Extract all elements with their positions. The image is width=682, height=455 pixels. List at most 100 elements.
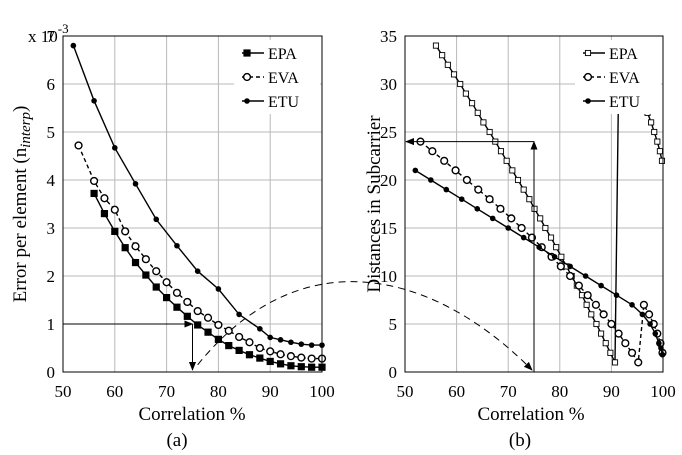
data-point-epa xyxy=(558,253,565,260)
data-point-etu xyxy=(257,326,263,332)
data-point-etu xyxy=(613,292,620,299)
data-point-eva xyxy=(224,326,233,335)
data-point-eva xyxy=(297,353,306,362)
data-point-etu xyxy=(236,311,242,318)
data-point-epa xyxy=(486,128,493,136)
data-point-etu xyxy=(443,186,450,193)
data-point-epa xyxy=(520,186,527,193)
data-point-etu xyxy=(629,302,635,308)
x-tick-label: 100 xyxy=(309,382,335,401)
data-point-epa xyxy=(245,351,254,359)
data-point-etu xyxy=(505,225,512,231)
chart-panel-b: 50 60 70 80 90 100 0 5 10 15 20 25 30 35 Distances in… xyxy=(364,27,676,451)
data-point-eva xyxy=(583,291,592,300)
data-point-etu xyxy=(598,282,604,289)
data-point-eva xyxy=(255,343,264,353)
data-point-epa xyxy=(163,294,171,302)
data-point-etu xyxy=(112,145,118,151)
y-tick-label: 10 xyxy=(380,267,397,286)
data-point-epa xyxy=(509,167,516,174)
data-point-eva xyxy=(496,204,505,213)
data-point-eva xyxy=(286,352,296,361)
legend-marker-etu xyxy=(244,98,250,104)
legend-a: EPA EVA ETU xyxy=(234,40,320,114)
data-point-eva xyxy=(162,278,171,287)
x-tick-label: 90 xyxy=(262,382,279,401)
x-tick-label: 60 xyxy=(448,382,465,401)
data-point-epa xyxy=(266,357,274,366)
tick-labels-a: 50 60 70 80 90 100 0 1 2 3 4 5 6 7 xyxy=(47,27,335,401)
legend-marker-epa xyxy=(243,49,251,57)
x-axis-label-b: Correlation % xyxy=(477,404,584,425)
data-point-eva xyxy=(193,306,202,316)
chart-panel-a: 50 60 70 80 90 100 0 1 2 3 4 5 6 7 x 10-3 Error per e… xyxy=(10,21,335,451)
data-point-eva xyxy=(556,262,565,271)
data-point-etu xyxy=(308,342,315,348)
y-axis-label-close: ) xyxy=(10,106,31,112)
data-point-eva xyxy=(245,338,254,347)
data-point-epa xyxy=(531,205,538,212)
data-point-epa xyxy=(497,148,505,155)
data-point-eva xyxy=(172,288,182,297)
y-tick-label: 7 xyxy=(47,27,56,46)
data-point-eva xyxy=(100,194,109,203)
y-tick-label: 20 xyxy=(380,171,397,190)
series-line-etu xyxy=(414,169,664,355)
annotation-arrows xyxy=(63,138,538,372)
legend-label-epa: EPA xyxy=(268,46,297,63)
data-point-etu xyxy=(174,242,180,249)
y-exponent-power: -3 xyxy=(58,21,69,36)
y-tick-label: 1 xyxy=(47,315,56,334)
data-point-eva xyxy=(627,348,637,357)
data-point-eva xyxy=(614,329,623,338)
legend-label-eva: EVA xyxy=(268,70,299,87)
data-point-etu xyxy=(277,337,284,343)
data-point-eva xyxy=(235,332,244,342)
y-tick-label: 25 xyxy=(380,123,397,142)
data-point-etu xyxy=(298,341,305,347)
x-tick-label: 70 xyxy=(158,382,175,401)
data-point-epa xyxy=(651,128,658,136)
plot-frame-a xyxy=(62,35,323,373)
y-axis-label-b: Distances in Subcarrier xyxy=(364,115,385,293)
data-point-eva xyxy=(89,176,99,186)
data-point-etu xyxy=(551,253,558,260)
data-point-epa xyxy=(462,90,469,97)
x-axis-label-a: Correlation % xyxy=(138,404,245,425)
data-point-epa xyxy=(654,138,661,145)
data-point-epa xyxy=(450,71,458,78)
data-point-etu xyxy=(132,181,139,187)
data-point-etu xyxy=(567,263,573,270)
data-point-eva xyxy=(266,347,275,356)
y-tick-label: 5 xyxy=(47,123,56,142)
data-point-epa xyxy=(503,157,510,164)
data-point-epa xyxy=(183,312,191,320)
data-point-eva xyxy=(507,214,516,223)
y-exponent-a: x 10-3 xyxy=(28,21,69,46)
legend-marker-eva xyxy=(583,72,593,82)
x-tick-label: 50 xyxy=(397,382,414,401)
data-point-eva xyxy=(440,156,449,165)
y-tick-label: 2 xyxy=(47,267,56,286)
data-point-epa xyxy=(276,360,285,368)
data-point-eva xyxy=(307,354,316,363)
data-point-etu xyxy=(474,206,481,212)
data-point-epa xyxy=(588,311,595,318)
data-point-epa xyxy=(537,215,544,222)
data-point-eva xyxy=(517,223,526,233)
data-point-epa xyxy=(142,271,150,279)
legend-marker-eva xyxy=(242,72,252,82)
data-point-etu xyxy=(658,345,664,351)
data-point-etu xyxy=(70,42,77,49)
data-point-etu xyxy=(412,167,419,174)
data-point-epa xyxy=(214,335,223,343)
data-point-epa xyxy=(111,227,119,235)
y-tick-label: 30 xyxy=(380,75,397,94)
legend-label-etu: ETU xyxy=(268,94,300,111)
y-tick-label: 35 xyxy=(380,27,397,46)
data-point-eva xyxy=(131,242,140,251)
panel-label-a: (a) xyxy=(166,430,187,451)
data-point-epa xyxy=(480,119,487,126)
data-point-etu xyxy=(153,216,160,223)
